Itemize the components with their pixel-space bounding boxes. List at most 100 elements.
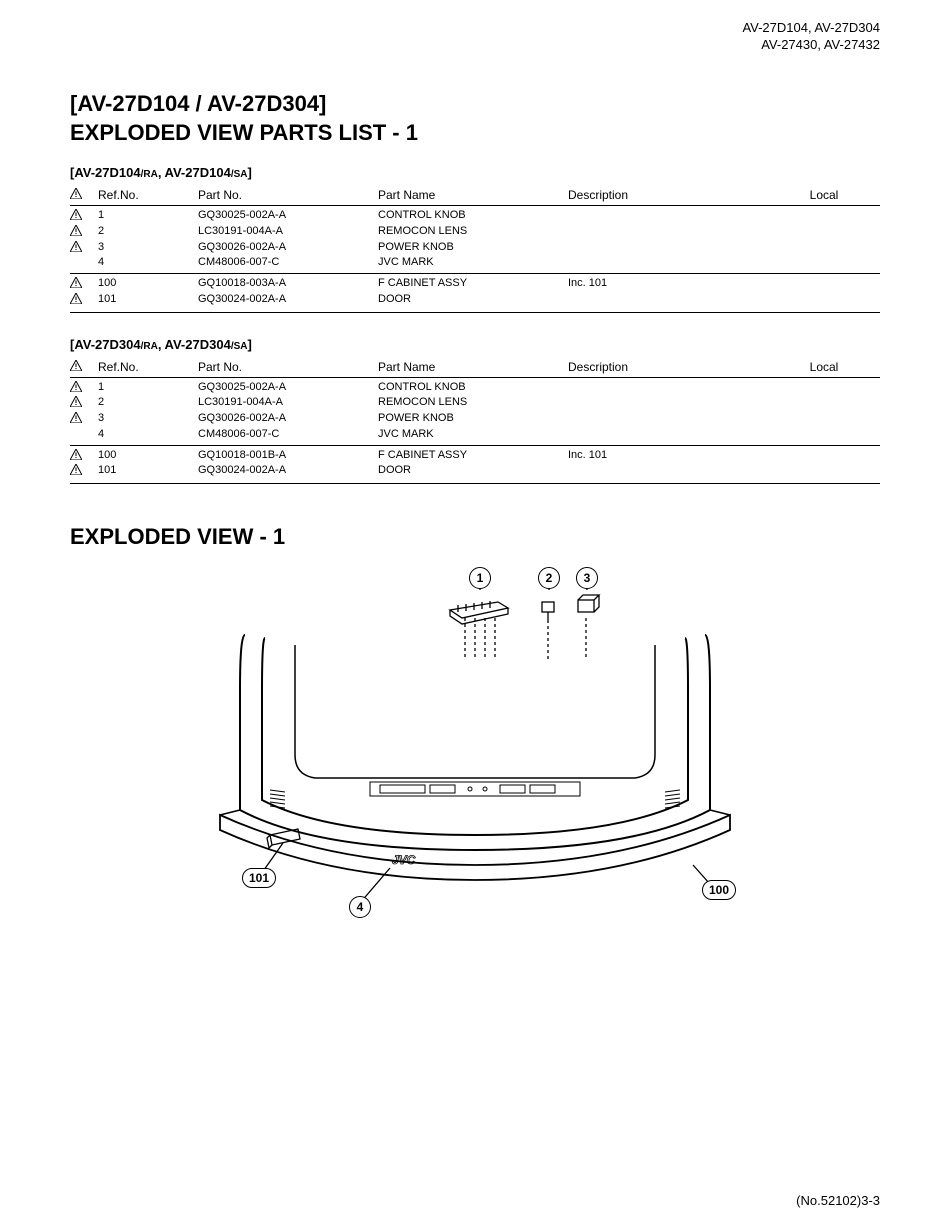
cell-local (768, 449, 880, 465)
cell-desc (568, 396, 768, 412)
document-model-header: AV-27D104, AV-27D304 AV-27430, AV-27432 (742, 20, 880, 54)
table-row: 101GQ30024-002A-ADOOR (70, 464, 880, 480)
cell-desc (568, 209, 768, 225)
callout-100: 100 (702, 880, 736, 900)
table-row: 100GQ10018-001B-AF CABINET ASSYInc. 101 (70, 449, 880, 465)
warning-icon (70, 381, 82, 392)
cell-warn (70, 256, 98, 270)
cell-warn (70, 277, 98, 293)
cell-desc (568, 256, 768, 270)
warning-icon (70, 225, 82, 236)
title-line-2: EXPLODED VIEW PARTS LIST - 1 (70, 119, 880, 148)
cell-desc (568, 464, 768, 480)
cell-part: GQ10018-001B-A (198, 449, 378, 465)
col-part: Part No. (198, 188, 378, 202)
jvc-logo-text: JVC (392, 853, 416, 867)
tv-diagram-svg: JVC (70, 560, 880, 940)
cell-ref: 2 (98, 396, 198, 412)
table2-sub-header: [AV-27D304/RA, AV-27D304/SA] (70, 337, 880, 352)
callout-101: 101 (242, 868, 276, 888)
table2-body-group2: 100GQ10018-001B-AF CABINET ASSYInc. 1011… (70, 446, 880, 481)
cell-part: GQ30026-002A-A (198, 241, 378, 257)
cell-ref: 3 (98, 412, 198, 428)
page-footer: (No.52102)3-3 (796, 1193, 880, 1208)
table-row: 101GQ30024-002A-ADOOR (70, 293, 880, 309)
cell-warn (70, 293, 98, 309)
warning-icon (70, 277, 82, 288)
cell-warn (70, 381, 98, 397)
cell-name: JVC MARK (378, 428, 568, 442)
cell-desc (568, 241, 768, 257)
header-line-2: AV-27430, AV-27432 (742, 37, 880, 54)
cell-ref: 101 (98, 464, 198, 480)
warning-icon (70, 412, 82, 423)
cell-warn (70, 412, 98, 428)
cell-name: JVC MARK (378, 256, 568, 270)
table-row: 3GQ30026-002A-APOWER KNOB (70, 412, 880, 428)
cell-part: GQ30024-002A-A (198, 293, 378, 309)
cell-part: GQ30025-002A-A (198, 381, 378, 397)
cell-warn (70, 209, 98, 225)
col-ref: Ref.No. (98, 360, 198, 374)
cell-ref: 4 (98, 256, 198, 270)
cell-name: F CABINET ASSY (378, 277, 568, 293)
cell-desc: Inc. 101 (568, 449, 768, 465)
header-line-1: AV-27D104, AV-27D304 (742, 20, 880, 37)
table-row: 2LC30191-004A-AREMOCON LENS (70, 225, 880, 241)
cell-name: POWER KNOB (378, 412, 568, 428)
table1-body-group1: 1GQ30025-002A-ACONTROL KNOB2LC30191-004A… (70, 206, 880, 270)
warning-icon (70, 241, 82, 252)
warning-icon (70, 464, 82, 475)
title-line-1: [AV-27D104 / AV-27D304] (70, 90, 880, 119)
cell-warn (70, 396, 98, 412)
warning-icon (70, 293, 82, 304)
cell-local (768, 293, 880, 309)
cell-ref: 100 (98, 277, 198, 293)
table-row: 100GQ10018-003A-AF CABINET ASSYInc. 101 (70, 277, 880, 293)
cell-warn (70, 225, 98, 241)
col-ref: Ref.No. (98, 188, 198, 202)
cell-warn (70, 241, 98, 257)
exploded-view-title: EXPLODED VIEW - 1 (70, 524, 880, 550)
table-row: 4CM48006-007-CJVC MARK (70, 256, 880, 270)
cell-name: DOOR (378, 464, 568, 480)
cell-ref: 3 (98, 241, 198, 257)
cell-name: POWER KNOB (378, 241, 568, 257)
warning-icon (70, 209, 82, 220)
cell-part: LC30191-004A-A (198, 396, 378, 412)
cell-ref: 2 (98, 225, 198, 241)
cell-desc (568, 381, 768, 397)
col-warning-icon (70, 188, 98, 202)
cell-desc (568, 412, 768, 428)
col-desc: Description (568, 188, 768, 202)
cell-desc (568, 293, 768, 309)
table1-body-group2: 100GQ10018-003A-AF CABINET ASSYInc. 1011… (70, 274, 880, 309)
cell-local (768, 412, 880, 428)
table-row: 1GQ30025-002A-ACONTROL KNOB (70, 381, 880, 397)
table1-sub-header: [AV-27D104/RA, AV-27D104/SA] (70, 165, 880, 180)
cell-desc (568, 428, 768, 442)
cell-ref: 101 (98, 293, 198, 309)
cell-name: CONTROL KNOB (378, 209, 568, 225)
col-desc: Description (568, 360, 768, 374)
cell-local (768, 241, 880, 257)
warning-icon (70, 449, 82, 460)
cell-desc: Inc. 101 (568, 277, 768, 293)
cell-warn (70, 428, 98, 442)
cell-local (768, 256, 880, 270)
page-title: [AV-27D104 / AV-27D304] EXPLODED VIEW PA… (70, 90, 880, 147)
cell-warn (70, 464, 98, 480)
cell-name: REMOCON LENS (378, 396, 568, 412)
cell-warn (70, 449, 98, 465)
cell-name: DOOR (378, 293, 568, 309)
cell-part: LC30191-004A-A (198, 225, 378, 241)
cell-local (768, 396, 880, 412)
col-name: Part Name (378, 188, 568, 202)
table-row: 3GQ30026-002A-APOWER KNOB (70, 241, 880, 257)
cell-part: GQ30025-002A-A (198, 209, 378, 225)
cell-name: REMOCON LENS (378, 225, 568, 241)
table-row: 2LC30191-004A-AREMOCON LENS (70, 396, 880, 412)
table2-body-group1: 1GQ30025-002A-ACONTROL KNOB2LC30191-004A… (70, 378, 880, 442)
divider (70, 483, 880, 484)
table-row: 1GQ30025-002A-ACONTROL KNOB (70, 209, 880, 225)
